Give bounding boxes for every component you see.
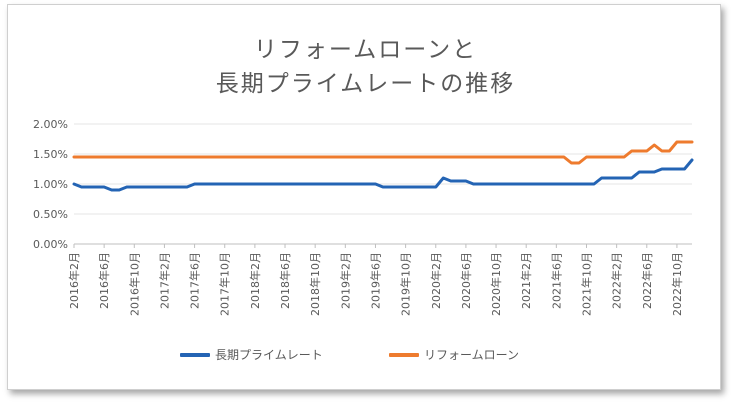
chart-title-line1: リフォームローンと bbox=[253, 37, 478, 63]
x-tick-label: 2018年2月 bbox=[248, 252, 262, 309]
x-tick-label: 2022年2月 bbox=[610, 252, 624, 309]
y-tick-label: 0.00% bbox=[33, 238, 68, 251]
series-line-0 bbox=[72, 158, 694, 192]
legend-item-reform-loan: リフォームローン bbox=[389, 346, 519, 363]
x-tick-label: 2022年10月 bbox=[670, 252, 684, 316]
legend-label-reform-loan: リフォームローン bbox=[424, 348, 520, 362]
x-tick-label: 2018年6月 bbox=[278, 252, 292, 309]
x-tick-label: 2019年10月 bbox=[399, 252, 413, 316]
x-tick-label: 2019年6月 bbox=[368, 252, 382, 309]
y-tick-label: 1.50% bbox=[33, 148, 68, 161]
x-tick-label: 2021年10月 bbox=[579, 252, 593, 316]
x-tick-label: 2017年6月 bbox=[188, 252, 202, 309]
x-tick-label: 2021年6月 bbox=[549, 252, 563, 309]
x-tick-label: 2017年10月 bbox=[218, 252, 232, 316]
y-tick-label: 0.50% bbox=[33, 208, 68, 221]
x-tick-label: 2022年6月 bbox=[640, 252, 654, 309]
legend-label-long-prime: 長期プライムレート bbox=[215, 348, 323, 362]
x-tick-label: 2018年10月 bbox=[308, 252, 322, 316]
y-tick-label: 1.00% bbox=[33, 178, 68, 191]
chart-title-line2: 長期プライムレートの推移 bbox=[215, 71, 516, 97]
x-tick-label: 2016年2月 bbox=[67, 252, 81, 309]
x-tick-label: 2020年2月 bbox=[429, 252, 443, 309]
x-tick-label: 2020年10月 bbox=[489, 252, 503, 316]
x-tick-label: 2020年6月 bbox=[459, 252, 473, 309]
series-line-1 bbox=[72, 140, 694, 165]
legend-swatch-reform-loan bbox=[389, 352, 419, 357]
x-tick-label: 2021年2月 bbox=[519, 252, 533, 309]
x-tick-label: 2016年6月 bbox=[97, 252, 111, 309]
x-tick-label: 2016年10月 bbox=[127, 252, 141, 316]
x-tick-label: 2017年2月 bbox=[157, 252, 171, 309]
chart-frame bbox=[7, 4, 721, 390]
y-tick-label: 2.00% bbox=[33, 118, 68, 131]
legend-item-long-prime: 長期プライムレート bbox=[180, 346, 323, 363]
legend-swatch-long-prime bbox=[180, 352, 210, 357]
x-tick-label: 2019年2月 bbox=[338, 252, 352, 309]
